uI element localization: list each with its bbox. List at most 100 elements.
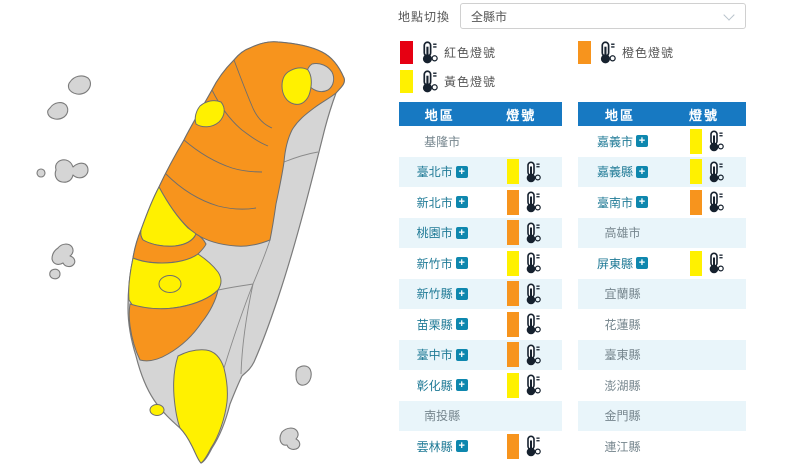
thermometer-icon <box>525 313 541 336</box>
table-row: 高雄市+ <box>578 217 746 248</box>
table-row: 宜蘭縣+ <box>578 278 746 309</box>
table-row: 新北市 + <box>399 187 562 218</box>
region-link[interactable]: 高雄市 <box>604 226 641 241</box>
county-taipei[interactable] <box>281 67 312 105</box>
region-link[interactable]: 屏東縣 <box>597 256 634 271</box>
region-link[interactable]: 臺南市 <box>597 195 634 210</box>
expand-plus-icon[interactable]: + <box>455 287 468 300</box>
table-row: 嘉義市 + <box>578 126 746 157</box>
table-row: 新竹縣 + <box>399 278 562 309</box>
legend-item-red: 紅色燈號 <box>400 38 578 67</box>
expand-plus-icon[interactable]: + <box>455 318 468 331</box>
county-pingtung[interactable] <box>173 349 228 464</box>
island-kinmen-islet[interactable] <box>36 168 46 178</box>
signal-color-box <box>506 311 519 337</box>
thermometer-icon <box>708 191 724 214</box>
expand-plus-icon[interactable]: + <box>455 165 468 178</box>
signal-color-box <box>506 220 519 246</box>
expand-plus-icon[interactable]: + <box>636 135 649 148</box>
region-link[interactable]: 嘉義縣 <box>597 165 634 180</box>
expand-plus-icon[interactable]: + <box>636 196 649 209</box>
region-link[interactable]: 雲林縣 <box>416 439 453 454</box>
expand-plus-icon[interactable]: + <box>455 196 468 209</box>
thermometer-icon <box>708 161 724 183</box>
region-link[interactable]: 連江縣 <box>604 439 641 454</box>
island-penghu-a[interactable] <box>51 243 76 268</box>
header-signal: 燈號 <box>688 107 719 123</box>
region-link[interactable]: 臺北市 <box>416 165 453 180</box>
county-hsinchu-city[interactable] <box>194 100 225 128</box>
expand-plus-icon[interactable]: + <box>455 440 468 453</box>
expand-plus-icon[interactable]: + <box>455 348 468 361</box>
table-row: 新竹市 + <box>399 248 562 279</box>
region-link[interactable]: 基隆市 <box>424 134 461 149</box>
orange-color-box <box>578 41 591 64</box>
yellow-color-box <box>400 70 413 93</box>
island-kinmen[interactable] <box>54 159 89 183</box>
island-matsu-b[interactable] <box>47 102 69 120</box>
region-link[interactable]: 嘉義市 <box>597 134 634 149</box>
table-row: 彰化縣 + <box>399 370 562 401</box>
region-link[interactable]: 苗栗縣 <box>416 317 453 332</box>
expand-plus-icon[interactable]: + <box>455 257 468 270</box>
region-link[interactable]: 桃園市 <box>416 226 453 241</box>
red-color-box <box>400 41 413 64</box>
island-orchid-island[interactable] <box>279 427 301 450</box>
signal-color-box <box>506 342 519 368</box>
region-link[interactable]: 彰化縣 <box>416 378 453 393</box>
thermometer-icon <box>422 70 438 93</box>
signal-legend: 紅色燈號 橙色燈號 黃色燈號 <box>400 38 748 96</box>
island-green-island[interactable] <box>295 365 312 386</box>
table-header: 地區 燈號 <box>399 102 562 126</box>
thermometer-icon <box>525 222 541 244</box>
table-header: 地區 燈號 <box>578 102 746 126</box>
region-link[interactable]: 花蓮縣 <box>604 317 641 332</box>
expand-plus-icon[interactable]: + <box>636 257 649 270</box>
table-row: 桃園市 + <box>399 217 562 248</box>
signal-color-box <box>506 189 519 215</box>
header-region: 地區 <box>424 107 455 123</box>
table-row: 屏東縣 + <box>578 248 746 279</box>
location-switcher: 地點切換 全縣市 <box>398 3 746 29</box>
thermometer-icon <box>525 161 541 183</box>
signal-color-box <box>506 159 519 185</box>
region-link[interactable]: 南投縣 <box>424 409 461 424</box>
table-row: 金門縣+ <box>578 400 746 431</box>
expand-plus-icon[interactable]: + <box>455 379 468 392</box>
table-row: 苗栗縣 + <box>399 309 562 340</box>
legend-item-yellow: 黃色燈號 <box>400 67 578 96</box>
region-link[interactable]: 新竹縣 <box>416 287 453 302</box>
table-row: 雲林縣 + <box>399 431 562 462</box>
county-tainan[interactable] <box>128 288 219 362</box>
location-switch-label: 地點切換 <box>398 9 451 24</box>
region-link[interactable]: 宜蘭縣 <box>604 287 641 302</box>
table-row: 臺東縣+ <box>578 339 746 370</box>
thermometer-icon <box>525 252 541 275</box>
orange-county-borders <box>165 59 273 210</box>
table-row: 澎湖縣+ <box>578 370 746 401</box>
island-liuqiu[interactable] <box>149 404 165 416</box>
location-select[interactable]: 全縣市 <box>460 3 746 29</box>
thermometer-icon <box>525 435 541 458</box>
region-link[interactable]: 金門縣 <box>604 409 641 424</box>
legend-label: 橙色燈號 <box>622 46 675 60</box>
table-row: 臺北市 + <box>399 156 562 187</box>
signal-color-box <box>506 250 519 276</box>
expand-plus-icon[interactable]: + <box>636 165 649 178</box>
region-link[interactable]: 新北市 <box>416 195 453 210</box>
table-row: 臺南市 + <box>578 187 746 218</box>
island-matsu-a[interactable] <box>67 75 91 95</box>
thermometer-icon <box>600 41 616 64</box>
expand-plus-icon[interactable]: + <box>455 226 468 239</box>
thermometer-icon <box>525 344 541 366</box>
signal-color-box <box>689 250 702 276</box>
county-chiayi-city[interactable] <box>158 275 182 293</box>
region-link[interactable]: 臺東縣 <box>604 348 641 363</box>
island-penghu-b[interactable] <box>49 268 61 280</box>
region-link[interactable]: 臺中市 <box>416 348 453 363</box>
region-link[interactable]: 新竹市 <box>416 256 453 271</box>
region-link[interactable]: 澎湖縣 <box>604 378 641 393</box>
table-row: 連江縣+ <box>578 431 746 462</box>
header-signal: 燈號 <box>506 107 537 123</box>
gray-county-borders <box>217 151 319 375</box>
